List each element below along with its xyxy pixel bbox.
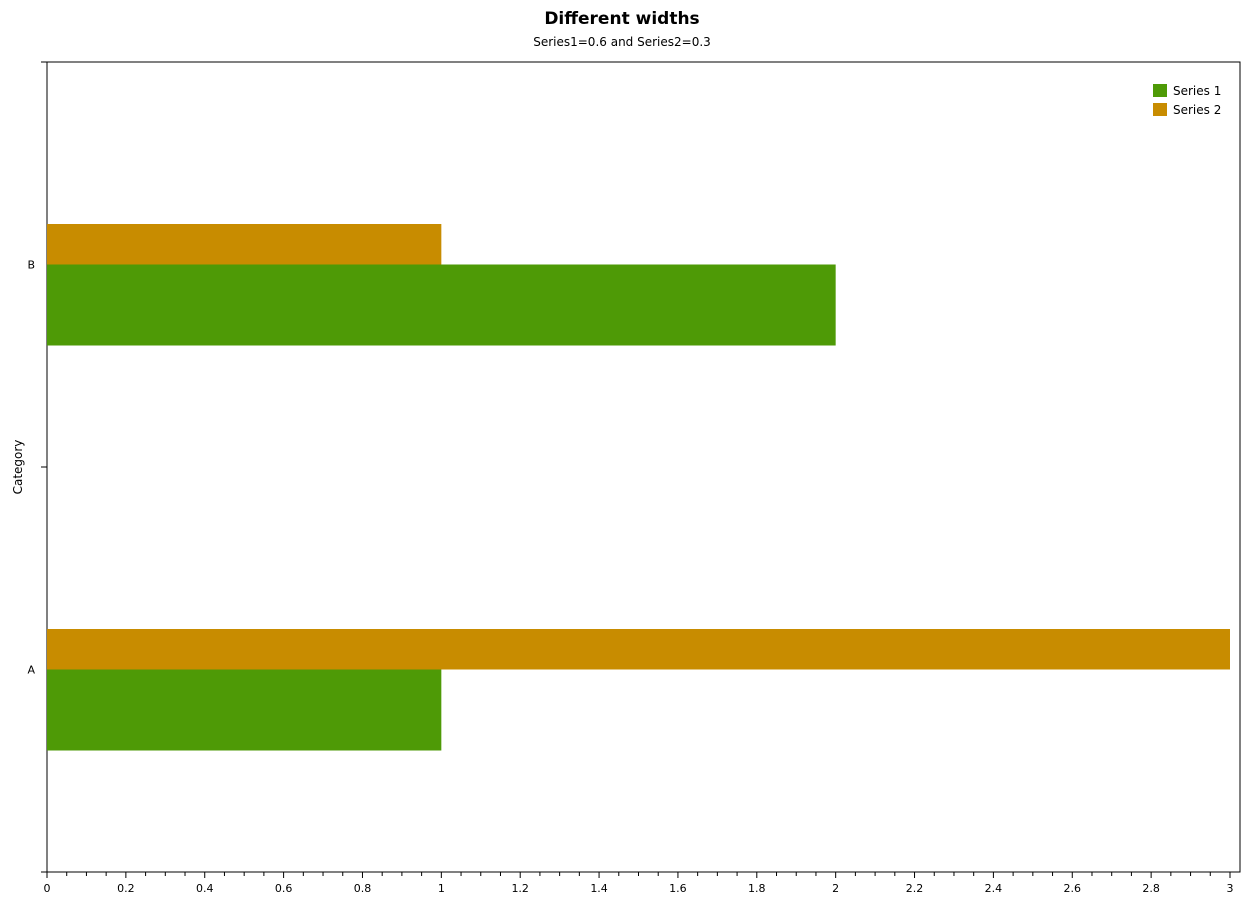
x-tick-label: 0.8 — [354, 882, 372, 895]
x-tick-label: 2 — [832, 882, 839, 895]
x-tick-label: 0.2 — [117, 882, 135, 895]
x-tick-label: 2.8 — [1142, 882, 1160, 895]
x-tick-label: 1.8 — [748, 882, 766, 895]
bar-series-1-a — [47, 669, 442, 751]
x-tick-label: 1.6 — [669, 882, 687, 895]
y-axis: AB — [27, 61, 47, 873]
bars-layer — [47, 224, 1230, 751]
bar-series-1-b — [47, 264, 836, 346]
bar-series-2-b — [47, 224, 442, 265]
chart-title: Different widths — [544, 9, 700, 29]
bar-series-2-a — [47, 629, 1230, 670]
y-category-label: B — [27, 259, 35, 272]
legend-label-series-1: Series 1 — [1173, 84, 1221, 98]
legend-swatch-series-1 — [1153, 84, 1167, 97]
legend: Series 1 Series 2 — [1153, 84, 1221, 117]
x-tick-label: 1 — [438, 882, 445, 895]
x-tick-label: 2.2 — [906, 882, 924, 895]
chart-subtitle: Series1=0.6 and Series2=0.3 — [533, 35, 711, 49]
x-tick-label: 3 — [1227, 882, 1234, 895]
x-tick-label: 1.4 — [590, 882, 608, 895]
x-axis: 0 0.2 0.4 0.6 0.8 1 1.2 1.4 1.6 1.8 2 2.2 2.4 2.6 2.8 3 — [44, 872, 1234, 895]
x-tick-label: 2.6 — [1064, 882, 1082, 895]
legend-label-series-2: Series 2 — [1173, 103, 1221, 117]
legend-swatch-series-2 — [1153, 103, 1167, 116]
x-tick-label: 1.2 — [511, 882, 529, 895]
x-tick-label: 2.4 — [985, 882, 1003, 895]
x-tick-label: 0.6 — [275, 882, 293, 895]
y-category-label: A — [27, 664, 35, 677]
x-tick-label: 0 — [44, 882, 51, 895]
x-tick-label: 0.4 — [196, 882, 214, 895]
y-axis-title: Category — [11, 440, 25, 495]
